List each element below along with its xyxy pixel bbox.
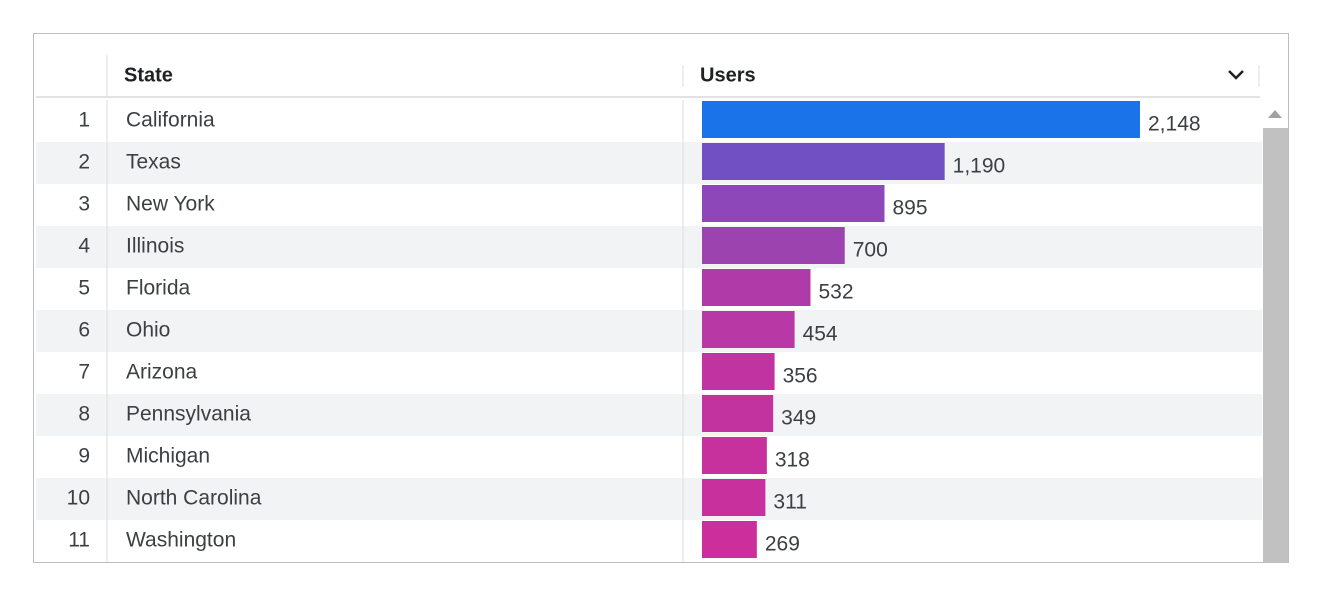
users-label: 532 [818,281,853,304]
state-cell: Florida [126,277,191,300]
column-header[interactable]: State [124,64,173,86]
row-number: 6 [78,319,90,342]
scroll-up[interactable] [1268,110,1282,118]
state-cell: Illinois [126,235,184,258]
users-label: 454 [803,323,838,346]
row-number: 5 [78,277,90,300]
users-label: 349 [781,407,816,430]
state-cell: Washington [126,529,236,552]
data-bar [702,521,757,558]
sort-chevron[interactable] [1228,70,1244,80]
users-label: 318 [775,449,810,472]
data-bar [702,227,845,264]
state-cell: New York [126,193,215,216]
state-cell: Arizona [126,361,198,384]
scrollbar-thumb[interactable] [1263,128,1288,562]
row-number: 1 [78,109,90,132]
data-bar [702,269,811,306]
users-label: 269 [765,533,800,556]
users-label: 895 [893,197,928,220]
state-cell: North Carolina [126,487,262,510]
state-cell: Ohio [126,319,170,342]
row-number: 2 [78,151,90,174]
users-label: 2,148 [1148,113,1201,136]
row-bg [36,478,1262,520]
row-number: 10 [67,487,90,510]
users-label: 700 [853,239,888,262]
data-bar [702,353,775,390]
users-label: 356 [783,365,818,388]
data-bar [702,101,1140,138]
column-header[interactable]: Users [700,64,756,86]
row-number: 7 [78,361,90,384]
state-cell: California [126,109,215,132]
row-bg [36,142,1262,184]
row-number: 8 [78,403,90,426]
row-number: 9 [78,445,90,468]
row-number: 11 [68,529,90,552]
row-bg [36,226,1262,268]
row-bg [36,310,1262,352]
data-bar [702,311,795,348]
data-bar [702,185,885,222]
data-bar [702,395,774,432]
users-label: 1,190 [953,155,1006,178]
data-bar [702,479,766,516]
row-bg [36,394,1262,436]
data-bar [702,437,767,474]
state-cell: Michigan [126,445,210,468]
users-label: 311 [773,491,806,514]
row-number: 4 [78,235,90,258]
state-cell: Pennsylvania [126,403,251,426]
data-bar [702,143,945,180]
row-number: 3 [78,193,90,216]
state-cell: Texas [126,151,181,174]
